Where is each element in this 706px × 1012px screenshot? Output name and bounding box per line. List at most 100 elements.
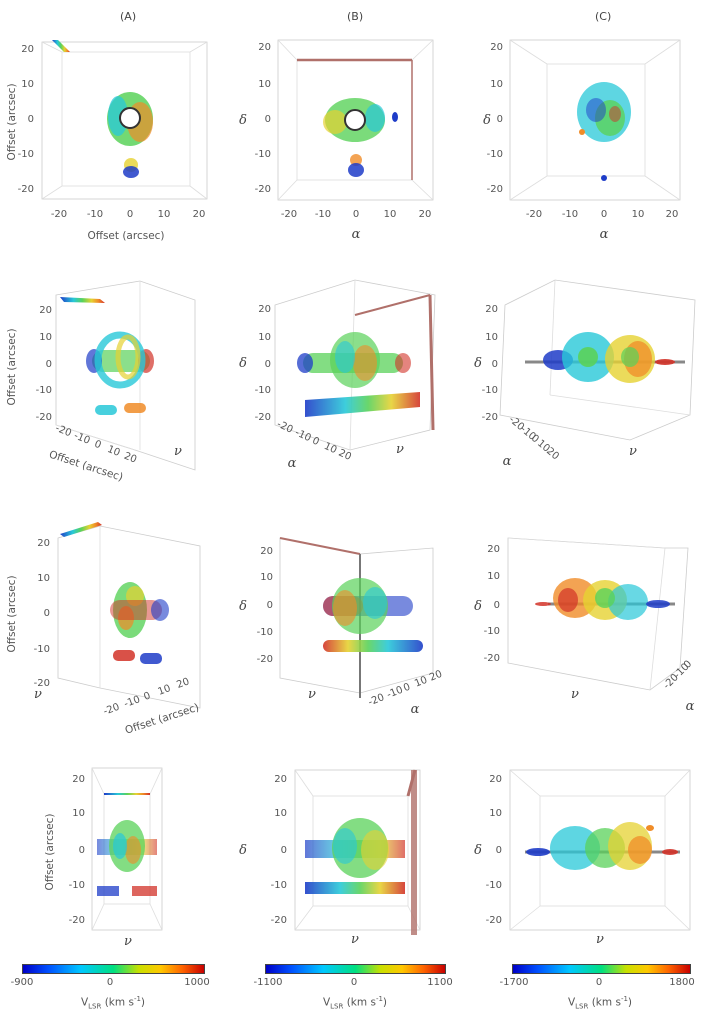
svg-text:20: 20: [175, 676, 191, 691]
panel-a4: 20 10 0 -10 -20 ν Offset (arcsec): [0, 760, 235, 1005]
panel-c3: 20 10 0 -10 -20 -20 -10 0 ν α δ: [470, 518, 705, 763]
svg-text:10: 10: [485, 332, 498, 343]
panel-a3: 20 10 0 -10 -20 -20 -10 0 10 20 Offset (…: [0, 518, 235, 763]
panel-b3: 20 10 0 -10 -20 -20 -10 0 10 20 ν α δ: [235, 518, 470, 763]
svg-text:0: 0: [310, 435, 320, 448]
svg-text:20: 20: [122, 451, 138, 466]
svg-text:10: 10: [156, 683, 172, 698]
tick-y-20: 20: [21, 44, 34, 55]
colorbar-c-mid: 0: [595, 977, 603, 988]
box-outer: [41, 41, 208, 200]
svg-text:-10: -10: [36, 385, 52, 396]
colorbar-c-min: -1700: [499, 977, 529, 988]
svg-text:0: 0: [267, 600, 273, 611]
svg-text:-20: -20: [255, 412, 271, 423]
colorbar-b-max: 1100: [427, 977, 453, 988]
x-axis-label: Offset (arcsec): [87, 230, 164, 242]
column-label-b: (B): [347, 10, 364, 23]
svg-text:10: 10: [632, 209, 645, 220]
column-label-a: (A): [120, 10, 137, 23]
colorbar-b: [265, 964, 446, 974]
svg-text:-10: -10: [293, 427, 312, 444]
panel-a1: 20 10 0 -10 -20 -20 -10 0 10 20 Offset (…: [0, 30, 235, 275]
svg-text:20: 20: [489, 774, 502, 785]
svg-text:δ: δ: [239, 843, 247, 858]
svg-text:δ: δ: [474, 843, 482, 858]
box-inner: [61, 51, 191, 187]
svg-text:δ: δ: [483, 113, 491, 128]
svg-text:ν: ν: [629, 444, 637, 459]
svg-text:0: 0: [44, 608, 50, 619]
panel-b2: 20 10 0 -10 -20 -20 -10 0 10 20 α ν δ: [235, 275, 470, 520]
svg-text:-10: -10: [69, 880, 85, 891]
jet-streak: [52, 40, 70, 52]
svg-text:-20: -20: [486, 915, 502, 926]
panel-b1: 20 10 0 -10 -20 -20 -10 0 10 20 α δ: [235, 30, 470, 275]
svg-text:-20: -20: [34, 678, 50, 689]
svg-text:ν: ν: [351, 932, 359, 947]
panel-c2: 20 10 0 -10 -20 -20 -10 0 10 20 α ν δ: [470, 275, 705, 520]
svg-text:-20: -20: [69, 915, 85, 926]
svg-text:-10: -10: [18, 149, 34, 160]
colorbar-a-mid: 0: [106, 977, 114, 988]
svg-text:10: 10: [106, 444, 122, 459]
svg-text:0: 0: [402, 682, 412, 695]
colorbar-b-mid: 0: [350, 977, 358, 988]
svg-text:-10: -10: [486, 880, 502, 891]
svg-text:0: 0: [496, 845, 502, 856]
svg-text:α: α: [686, 699, 695, 714]
svg-text:0: 0: [497, 114, 503, 125]
svg-text:-20: -20: [367, 692, 386, 708]
svg-text:-20: -20: [526, 209, 542, 220]
svg-text:α: α: [288, 456, 297, 471]
svg-text:-10: -10: [315, 209, 331, 220]
svg-text:0: 0: [492, 359, 498, 370]
svg-text:δ: δ: [474, 599, 482, 614]
svg-text:10: 10: [489, 808, 502, 819]
svg-text:20: 20: [39, 305, 52, 316]
svg-text:10: 10: [21, 79, 34, 90]
svg-text:20: 20: [487, 544, 500, 555]
svg-text:0: 0: [529, 433, 541, 446]
svg-text:0: 0: [93, 439, 103, 452]
svg-text:20: 20: [193, 209, 206, 220]
svg-text:20: 20: [72, 774, 85, 785]
svg-text:Offset (arcsec): Offset (arcsec): [44, 813, 56, 890]
svg-text:-10: -10: [271, 880, 287, 891]
svg-text:0: 0: [353, 209, 359, 220]
svg-text:α: α: [411, 702, 420, 717]
panel-b4: 20 10 0 -10 -20 ν δ: [235, 760, 470, 1005]
svg-text:-20: -20: [51, 209, 67, 220]
colorbar-b-label: VLSR (km s-1): [322, 995, 388, 1011]
panel-a2: 20 10 0 -10 -20 -20 -10 0 10 20 Offset (…: [0, 275, 235, 520]
colorbar-a-max: 1000: [184, 977, 210, 988]
colorbar-c-max: 1800: [669, 977, 695, 988]
svg-text:0: 0: [494, 600, 500, 611]
svg-text:δ: δ: [239, 599, 247, 614]
svg-text:-20: -20: [54, 423, 73, 439]
colorbar-a: [22, 964, 205, 974]
svg-text:10: 10: [260, 572, 273, 583]
svg-text:10: 10: [274, 808, 287, 819]
svg-text:-20: -20: [102, 702, 121, 718]
column-label-c: (C): [595, 10, 612, 23]
svg-text:-20: -20: [18, 184, 34, 195]
svg-text:10: 10: [490, 79, 503, 90]
svg-text:10: 10: [258, 332, 271, 343]
svg-text:10: 10: [37, 573, 50, 584]
svg-text:20: 20: [258, 304, 271, 315]
svg-text:0: 0: [28, 114, 34, 125]
svg-text:0: 0: [142, 690, 152, 703]
panel-c1: 20 10 0 -10 -20 -20 -10 0 10 20 α δ: [470, 30, 705, 275]
svg-text:ν: ν: [596, 932, 604, 947]
svg-text:-20: -20: [484, 653, 500, 664]
nu-label: ν: [174, 444, 182, 459]
svg-text:10: 10: [258, 79, 271, 90]
svg-text:0: 0: [265, 114, 271, 125]
svg-text:δ: δ: [474, 356, 482, 371]
svg-text:20: 20: [666, 209, 679, 220]
colorbar-c: [512, 964, 691, 974]
svg-text:-20: -20: [257, 654, 273, 665]
svg-text:α: α: [503, 454, 512, 469]
svg-text:-10: -10: [255, 385, 271, 396]
